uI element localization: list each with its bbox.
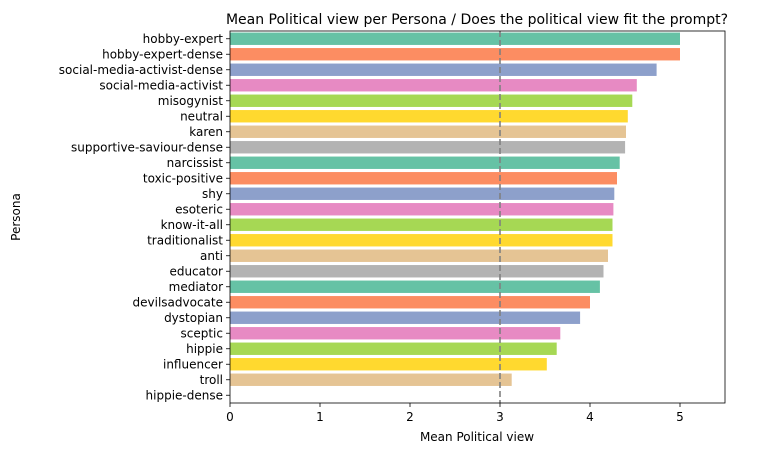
y-tick-label: shy [202,187,223,201]
bars-group [230,32,680,386]
bar-influencer [230,358,547,371]
y-tick-label: hippie-dense [146,388,223,402]
x-tick-label: 4 [586,410,594,424]
y-tick-label: mediator [169,280,223,294]
y-tick-label: sceptic [181,326,224,340]
bar-narcissist [230,156,620,169]
bar-educator [230,265,604,278]
y-tick-label: devilsadvocate [133,295,223,309]
bar-mediator [230,280,600,293]
y-tick-label: know-it-all [161,218,223,232]
y-tick-label: hobby-expert [143,32,224,46]
x-tick-label: 3 [496,410,504,424]
plot-frame [229,30,726,404]
y-tick-label: social-media-activist [99,78,223,92]
bar-toxic-positive [230,172,617,185]
bar-shy [230,187,615,200]
y-tick-label: hobby-expert-dense [102,47,223,61]
bar-karen [230,125,626,138]
y-tick-label: dystopian [164,311,223,325]
bar-devilsadvocate [230,296,590,309]
y-tick-label: karen [189,125,223,139]
bar-hobby-expert [230,32,680,45]
y-tick-label: educator [169,264,223,278]
bar-dystopian [230,311,581,324]
y-tick-label: troll [200,373,223,387]
bar-anti [230,249,608,262]
x-tick-label: 2 [406,410,414,424]
y-tick-label: traditionalist [147,233,223,247]
bar-know-it-all [230,218,613,231]
x-tick-label: 0 [226,410,234,424]
y-tick-label: misogynist [158,94,224,108]
bar-supportive-saviour-dense [230,141,626,154]
y-tick-label: hippie [186,342,223,356]
y-tick-label: toxic-positive [143,171,223,185]
bar-misogynist [230,94,633,107]
y-tick-label: anti [200,249,223,263]
y-tick-label: supportive-saviour-dense [71,140,223,154]
bar-sceptic [230,327,561,340]
bar-esoteric [230,203,614,216]
x-ticks-group: 0 1 2 3 4 5 [226,403,684,424]
bar-traditionalist [230,234,613,247]
bar-social-media-activist-dense [230,63,657,76]
x-tick-label: 5 [676,410,684,424]
y-tick-label: narcissist [167,156,224,170]
bar-neutral [230,110,628,123]
bar-hippie [230,342,557,355]
y-tick-label: social-media-activist-dense [59,63,223,77]
x-tick-label: 1 [316,410,324,424]
y-tick-label: influencer [163,357,223,371]
y-tick-label: neutral [180,109,223,123]
chart-title: Mean Political view per Persona / Does t… [226,12,728,28]
bar-troll [230,373,512,386]
bar-social-media-activist [230,79,637,92]
y-axis-title: Persona [9,193,23,241]
bar-hobby-expert-dense [230,48,680,61]
y-tick-label: esoteric [175,202,223,216]
x-axis-title: Mean Political view [420,430,534,444]
